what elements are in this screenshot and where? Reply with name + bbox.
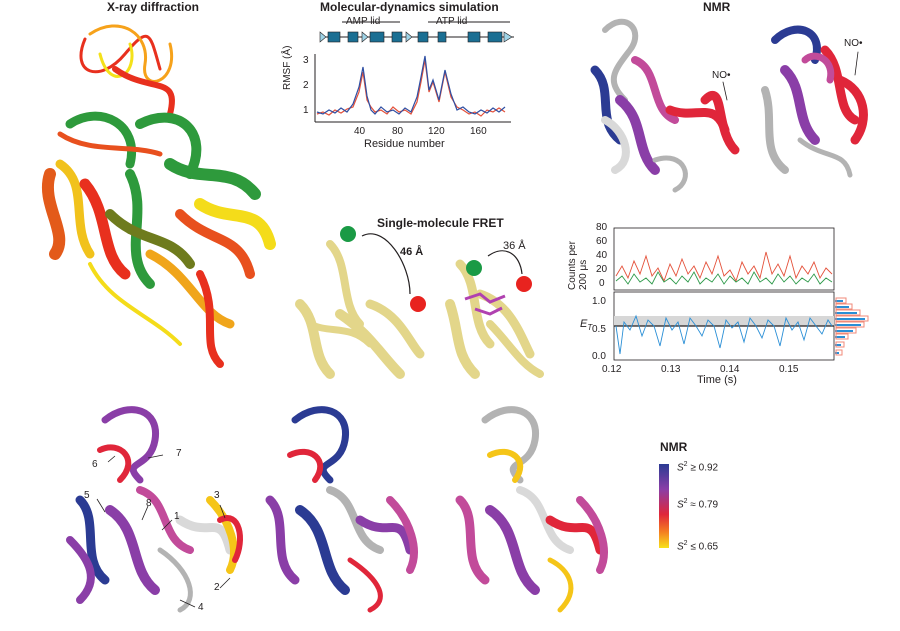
fret-efficiency-t: T [587,323,593,333]
legend-mid-sup: 2 [683,498,688,505]
eff-ytick-1: 1.0 [592,296,606,307]
legend-low-value: ≤ 0.65 [690,541,719,553]
fret-donor-dye-b [466,260,482,276]
legend-high-value: ≥ 0.92 [690,462,719,474]
legend-mid: S2 ≈ 0.79 [677,498,718,510]
xray-structure-image [42,24,276,368]
legend-high-sup: 2 [683,461,688,468]
eff-ytick-0: 0.0 [592,351,606,362]
legend-color-bar [659,464,669,548]
nmr-nitroxide-label-a: NO• [712,70,731,81]
bottom-label-8: 8 [146,498,152,509]
fret-counts-ylabel-line1: Counts per [567,241,578,290]
md-xtick-160: 160 [470,126,487,137]
bottom-label-4: 4 [198,602,204,613]
nmr-nitroxide-label-b: NO• [844,38,863,49]
fret-acceptor-dye-b [516,276,532,292]
bottom-label-6: 6 [92,459,98,470]
md-secondary-structure-bar [319,31,514,43]
fret-efficiency-e: E [580,318,588,330]
fret-donor-dye-a [340,226,356,242]
md-ylabel-text: RMSF (Å) [282,45,293,90]
bottom-label-3: 3 [214,490,220,501]
counts-ytick-80: 80 [596,222,608,233]
counts-ytick-0: 0 [599,278,605,289]
bottom-label-2: 2 [214,582,220,593]
eff-ytick-05: 0.5 [592,324,606,335]
md-xtick-120: 120 [428,126,445,137]
md-xlabel: Residue number [364,138,445,150]
fret-title: Single-molecule FRET [377,216,504,230]
xray-title: X-ray diffraction [107,0,200,14]
nmr-title: NMR [703,0,731,14]
fret-xtick-014: 0.14 [720,364,740,375]
legend-mid-symbol: S [677,499,684,511]
fret-counts-ylabel-line2: 200 μs [578,259,589,290]
fret-distance-b: 36 Å [503,240,526,252]
bottom-label-7: 7 [176,448,182,459]
fret-xtick-012: 0.12 [602,364,622,375]
legend-high: S2 ≥ 0.92 [677,461,718,473]
bottom-label-5: 5 [84,490,90,501]
fret-efficiency-ylabel: ET [580,318,592,332]
counts-ytick-40: 40 [596,250,608,261]
md-ytick-1: 1 [303,105,309,116]
fret-structures-image [295,226,544,379]
md-title: Molecular-dynamics simulation [320,0,499,14]
md-lid-arrows [342,21,510,23]
md-xtick-80: 80 [392,126,404,137]
fret-traces-plot [613,227,869,361]
legend-title: NMR [660,440,688,454]
nmr-top-structures-image [590,18,868,193]
legend-high-symbol: S [677,462,684,474]
md-ylabel: RMSF (Å) [282,46,293,90]
md-ytick-3: 3 [303,55,309,66]
counts-ytick-60: 60 [596,236,608,247]
bottom-label-1: 1 [174,511,180,522]
counts-ytick-20: 20 [596,264,608,275]
fret-xtick-015: 0.15 [779,364,799,375]
md-xtick-40: 40 [354,126,366,137]
fret-xtick-013: 0.13 [661,364,681,375]
legend-low-symbol: S [677,541,684,553]
fret-counts-ylabel: Counts per 200 μs [567,241,589,290]
legend-mid-value: ≈ 0.79 [690,499,719,511]
legend-low-sup: 2 [683,540,688,547]
fret-acceptor-dye-a [410,296,426,312]
nmr-bottom-structures-image [66,406,608,613]
fret-xlabel: Time (s) [697,374,737,386]
fret-distance-a: 46 Å [400,246,424,258]
md-rmsf-plot [314,54,511,123]
legend-low: S2 ≤ 0.65 [677,540,718,552]
md-ytick-2: 2 [303,80,309,91]
